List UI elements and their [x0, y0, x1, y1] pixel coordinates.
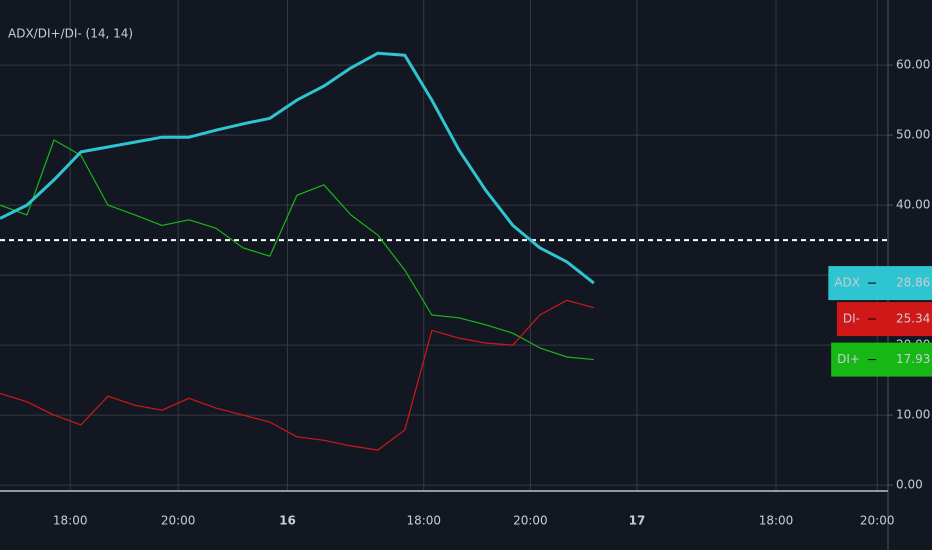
series-line — [0, 139, 594, 361]
x-tick-label: 20:00 — [860, 514, 895, 528]
x-tick-label: 17 — [629, 514, 646, 528]
y-tick-label: 50.00 — [896, 128, 930, 142]
badge-value: 28.86 — [896, 276, 930, 290]
x-tick-label: 20:00 — [513, 514, 548, 528]
value-badge: DI+ 17.93 — [831, 342, 932, 377]
plot — [0, 51, 888, 451]
y-tick-label: 10.00 — [896, 408, 930, 422]
legend-label: DI- — [843, 312, 860, 326]
series-line — [0, 299, 594, 451]
value-badge: DI- 25.34 — [836, 302, 932, 337]
badge-value: 25.34 — [896, 312, 930, 326]
x-tick-label: 16 — [279, 514, 296, 528]
grid — [0, 0, 893, 490]
x-tick-label: 20:00 — [161, 514, 196, 528]
badge-background — [831, 342, 932, 377]
series-line — [0, 51, 595, 285]
badge-background — [836, 302, 932, 337]
x-tick-label: 18:00 — [759, 514, 794, 528]
y-tick-label: 0.00 — [896, 478, 923, 492]
value-badge: ADX 28.86 — [828, 266, 932, 301]
y-tick-label: 60.00 — [896, 58, 930, 72]
x-tick-label: 18:00 — [406, 514, 441, 528]
badge-value: 17.93 — [896, 352, 930, 366]
legend-label: ADX — [834, 276, 860, 290]
chart-title: ADX/DI+/DI- (14, 14) — [8, 27, 133, 41]
legend-label: DI+ — [837, 352, 860, 366]
x-tick-label: 18:00 — [53, 514, 88, 528]
badge-background — [828, 266, 932, 301]
y-tick-label: 40.00 — [896, 198, 930, 212]
labels: 0.0010.0020.0030.0040.0050.0060.0018:002… — [53, 58, 932, 528]
